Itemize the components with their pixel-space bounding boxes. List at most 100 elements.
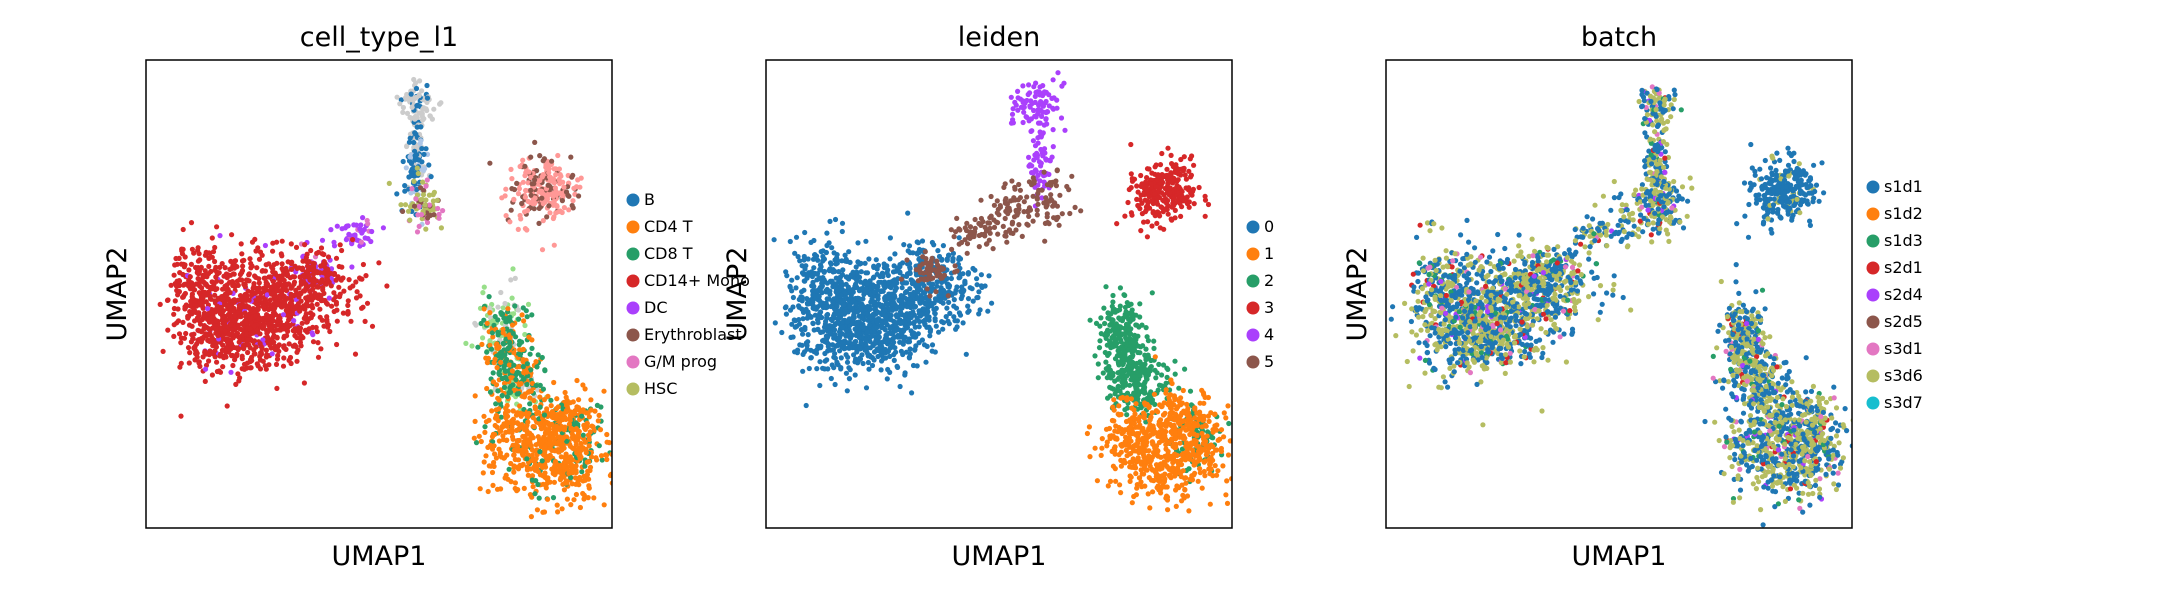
cell-point <box>191 307 198 314</box>
cell-point <box>415 170 421 177</box>
cell-point <box>180 282 187 288</box>
cell-point <box>991 202 998 208</box>
cell-point <box>850 269 856 275</box>
cell-point <box>513 377 519 383</box>
cell-point <box>804 296 810 302</box>
cell-point <box>213 344 219 350</box>
cell-point <box>219 261 225 267</box>
cell-point <box>222 319 228 325</box>
cell-point <box>797 258 803 264</box>
cell-point <box>208 315 214 321</box>
cell-point <box>318 263 324 269</box>
cell-point <box>357 275 363 281</box>
cell-point <box>1008 120 1015 126</box>
cell-point <box>824 296 830 302</box>
cell-point <box>203 299 209 305</box>
cell-point <box>1030 175 1036 181</box>
cell-point <box>235 297 241 303</box>
cell-point <box>820 248 826 254</box>
cell-point <box>205 311 211 317</box>
cell-point <box>569 481 575 487</box>
cell-point <box>174 261 180 267</box>
cell-point <box>228 272 234 278</box>
cell-point <box>1019 233 1025 239</box>
cell-point <box>584 424 590 430</box>
cell-point <box>540 386 547 392</box>
cell-point <box>803 402 809 409</box>
cell-point <box>1015 88 1021 94</box>
cell-point <box>496 438 502 444</box>
cell-point <box>302 258 308 264</box>
cell-point <box>840 267 846 273</box>
cell-point <box>524 381 530 387</box>
cell-point <box>847 344 853 350</box>
cell-point <box>216 270 222 276</box>
cell-point <box>186 313 192 319</box>
cell-point <box>194 350 200 356</box>
cell-point <box>892 319 898 326</box>
cell-point <box>580 382 586 388</box>
cell-point <box>985 220 991 226</box>
cell-point <box>806 365 812 372</box>
cell-point <box>510 442 516 448</box>
cell-point <box>337 242 343 248</box>
cell-point <box>919 337 926 343</box>
cell-point <box>472 393 478 399</box>
cell-point <box>298 298 304 304</box>
cell-point <box>423 183 429 189</box>
cell-point <box>487 389 494 395</box>
cell-point <box>580 432 586 438</box>
cell-point <box>421 151 427 157</box>
cell-point <box>336 263 342 270</box>
cell-point <box>333 301 339 307</box>
cell-point <box>436 211 442 217</box>
cell-point <box>871 284 877 290</box>
cell-point <box>793 285 799 291</box>
cell-point <box>816 275 823 281</box>
cell-point <box>1036 159 1042 165</box>
cell-point <box>239 251 245 257</box>
cell-point <box>1017 187 1024 193</box>
cell-point <box>487 442 493 448</box>
cell-point <box>895 364 901 370</box>
cell-point <box>176 331 183 337</box>
cell-point <box>577 474 583 481</box>
cell-point <box>532 491 538 497</box>
cell-point <box>852 372 858 378</box>
cell-point <box>500 433 506 439</box>
cell-point <box>964 250 970 256</box>
cell-point <box>529 345 535 351</box>
cell-point <box>494 365 500 371</box>
cell-point <box>314 329 320 335</box>
cell-point <box>186 283 192 289</box>
cell-point <box>308 247 314 254</box>
cell-point <box>893 313 900 319</box>
cell-point <box>234 345 240 351</box>
cell-point <box>310 286 316 292</box>
cell-point <box>891 292 897 298</box>
cell-point <box>945 293 951 299</box>
cell-point <box>310 339 317 345</box>
cell-point <box>256 297 262 303</box>
cell-point <box>157 301 163 307</box>
cell-point <box>555 404 561 410</box>
cell-point <box>917 300 923 306</box>
cell-point <box>1045 219 1051 226</box>
cell-point <box>906 243 913 249</box>
cell-point <box>196 290 202 296</box>
cell-point <box>344 223 350 229</box>
cell-point <box>472 320 478 326</box>
cell-point <box>566 207 572 213</box>
cell-point <box>864 346 870 352</box>
cell-point <box>266 306 272 313</box>
cell-point <box>261 323 267 330</box>
cell-point <box>549 409 556 415</box>
cell-point <box>1024 221 1030 227</box>
cell-point <box>537 153 543 159</box>
cell-point <box>891 357 897 363</box>
cell-point <box>520 461 526 467</box>
cell-point <box>834 359 840 365</box>
cell-point <box>822 366 828 372</box>
cell-point <box>177 270 183 276</box>
cell-point <box>232 258 239 264</box>
